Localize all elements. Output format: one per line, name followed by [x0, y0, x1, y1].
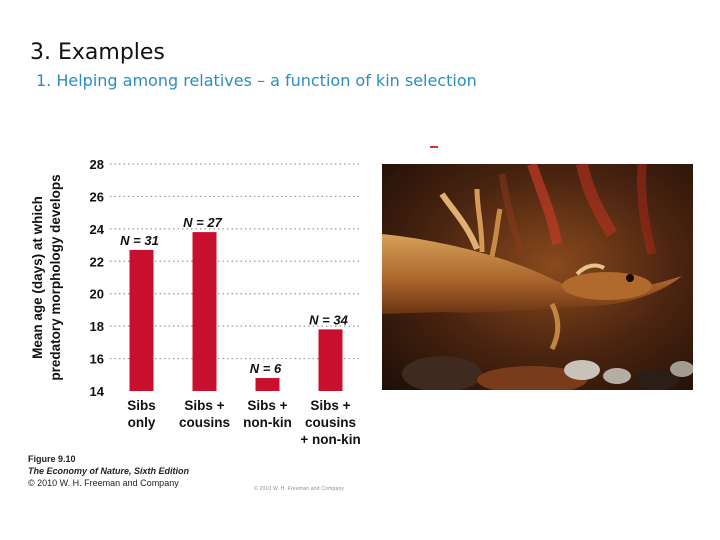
bar [255, 378, 280, 391]
slide-title: 3. Examples [30, 40, 165, 65]
y-tick-label: 18 [90, 319, 104, 334]
figure-copyright: © 2010 W. H. Freeman and Company [28, 478, 179, 488]
x-tick-label: non-kin [243, 415, 292, 430]
bar [192, 232, 217, 391]
figure-book-title: The Economy of Nature, Sixth Edition [28, 466, 190, 476]
figure-caption: Figure 9.10 The Economy of Nature, Sixth… [28, 453, 189, 489]
bar-data-label: N = 34 [309, 312, 348, 327]
x-tick-label: cousins [305, 415, 356, 430]
x-tick-label: Sibs + [184, 398, 224, 413]
bar [318, 329, 343, 391]
y-axis-label: Mean age (days) at which [30, 196, 45, 359]
bar-data-label: N = 6 [250, 361, 282, 376]
y-tick-label: 28 [90, 157, 104, 172]
y-axis-label: predatory morphology develops [48, 174, 63, 380]
bar-data-label: N = 27 [183, 215, 222, 230]
x-tick-label: Sibs + [247, 398, 287, 413]
y-tick-label: 22 [90, 254, 104, 269]
bar-data-label: N = 31 [120, 233, 159, 248]
x-tick-label: cousins [179, 415, 230, 430]
y-tick-label: 24 [90, 222, 105, 237]
salamander-larva-photo [382, 164, 693, 390]
x-tick-label: + non-kin [300, 432, 360, 447]
y-tick-label: 20 [90, 287, 104, 302]
photo-credit: © 2010 W. H. Freeman and Company [254, 486, 345, 492]
y-tick-label: 16 [90, 352, 104, 367]
x-tick-label: Sibs + [310, 398, 350, 413]
y-tick-label: 26 [90, 189, 104, 204]
x-tick-label: Sibs [127, 398, 156, 413]
bar-chart: 14 16 18 20 22 24 26 28 Mean age (days) at which… [30, 157, 362, 447]
y-tick-label: 14 [90, 384, 105, 399]
bar [129, 249, 154, 391]
x-tick-label: only [128, 415, 156, 430]
figure-number: Figure 9.10 [28, 454, 76, 464]
red-mark [430, 146, 438, 148]
slide-subtitle: 1. Helping among relatives – a function … [36, 71, 477, 90]
